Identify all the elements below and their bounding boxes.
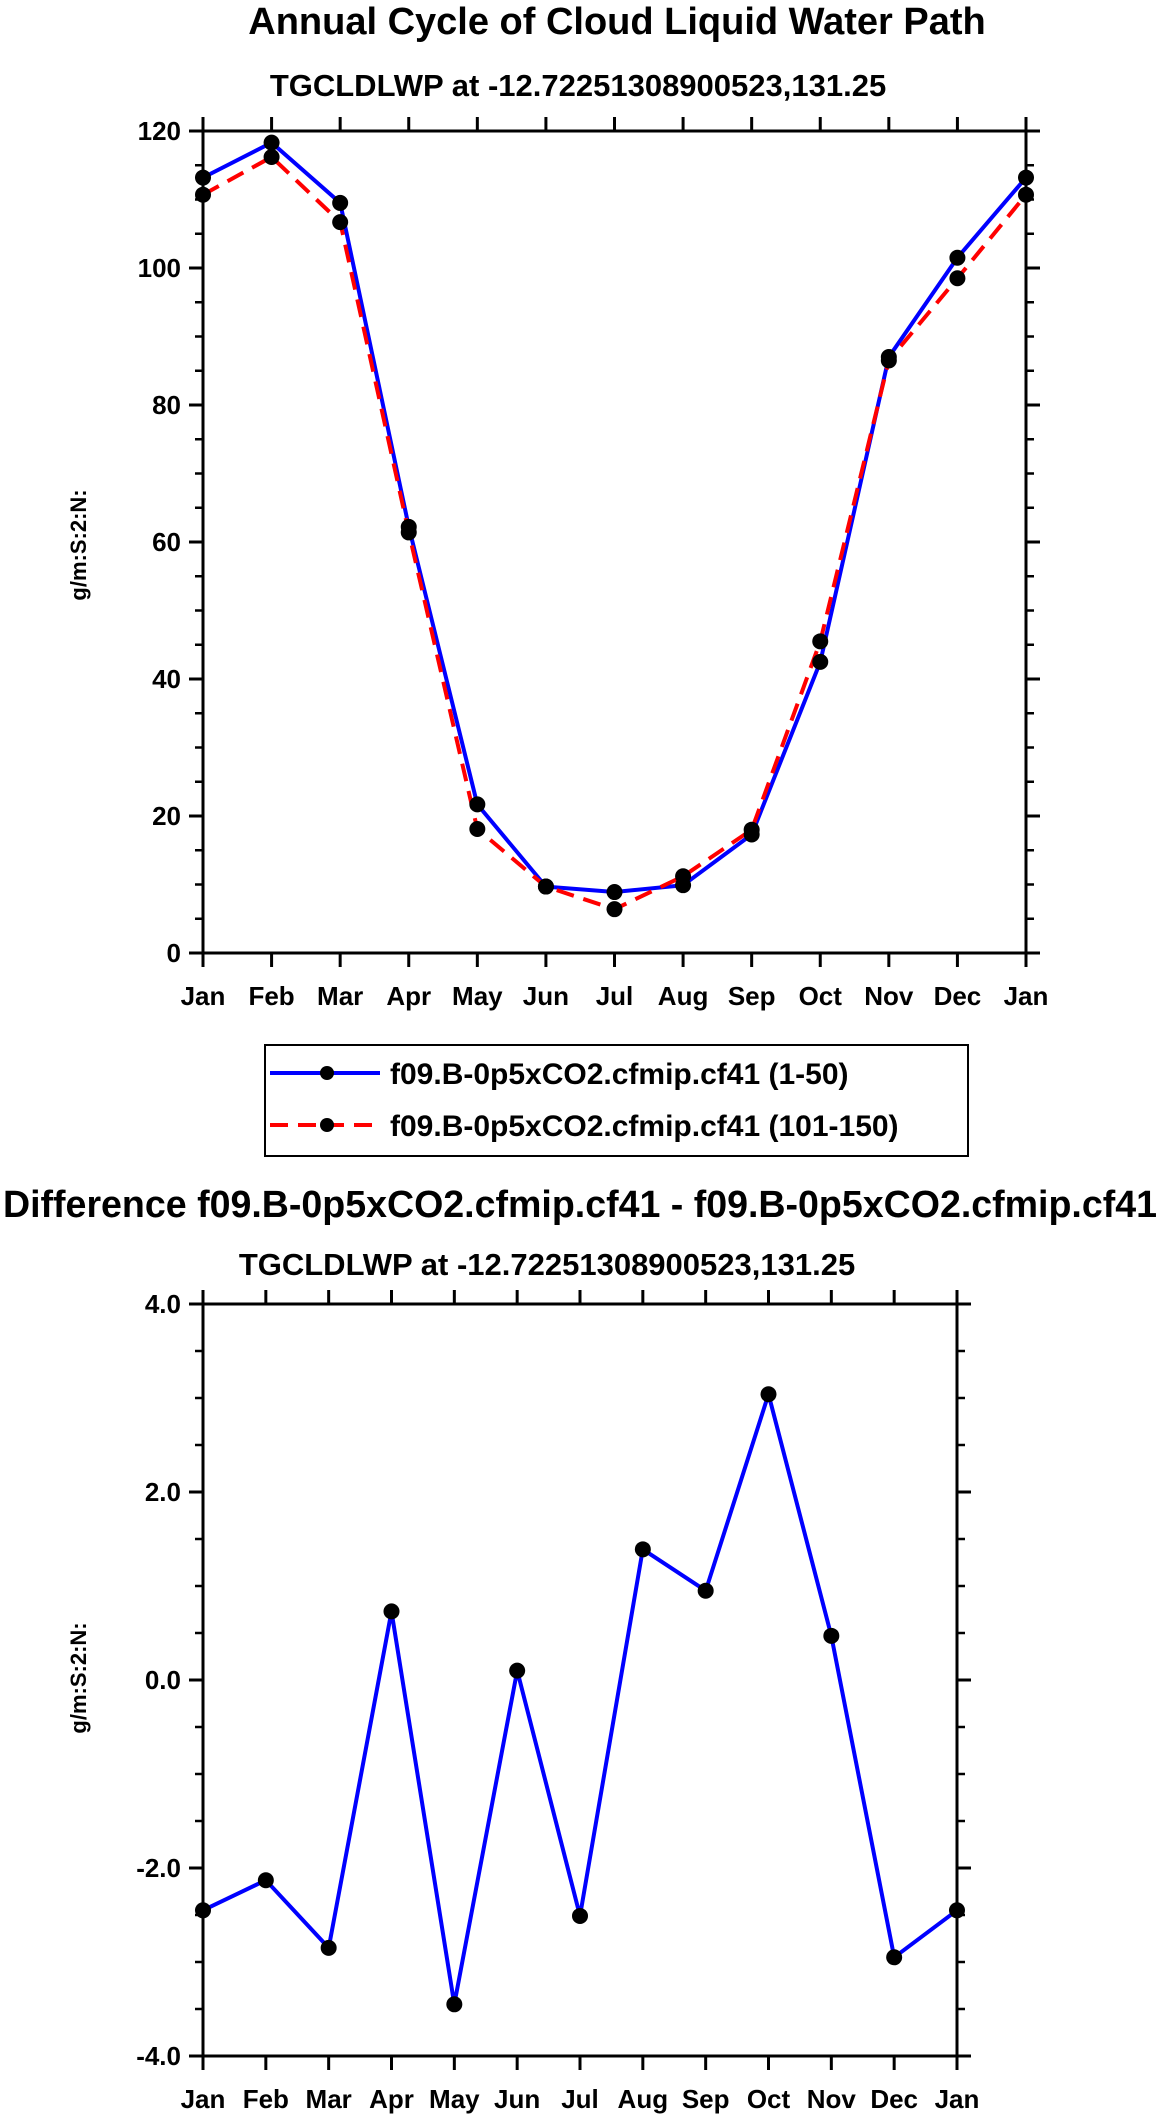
- data-point: [195, 1902, 211, 1919]
- y-tick-label: 20: [152, 801, 181, 831]
- series-line-2: [202, 155, 1028, 912]
- x-tick-label: Jan: [181, 2084, 226, 2114]
- x-tick-label: Mar: [317, 981, 363, 1011]
- data-point: [1018, 186, 1034, 203]
- x-tick-label: Jun: [494, 2084, 540, 2114]
- x-tick-label: Sep: [728, 981, 776, 1011]
- series-layer: [195, 134, 1034, 918]
- data-point: [257, 1872, 274, 1889]
- data-point: [195, 169, 211, 186]
- x-tick-label: Apr: [369, 2084, 414, 2114]
- y-tick-label: -4.0: [136, 2041, 181, 2071]
- data-point: [263, 149, 280, 166]
- data-point: [332, 194, 349, 211]
- data-point: [886, 1949, 903, 1966]
- data-point: [509, 1662, 526, 1679]
- x-tick-label: May: [452, 981, 503, 1011]
- legend-label-1: f09.B-0p5xCO2.cfmip.cf41 (1-50): [390, 1058, 849, 1091]
- data-point: [446, 1996, 463, 2013]
- x-tick-label: Sep: [682, 2084, 730, 2114]
- tick-labels: -4.0 -2.0 0.0 2.0 4.0 Jan Feb Mar Apr May Jun Jul Au…: [136, 1289, 979, 2114]
- data-point: [469, 821, 486, 838]
- data-point: [823, 1627, 840, 1644]
- y-tick-label: 40: [152, 664, 181, 694]
- annual-cycle-chart: Annual Cycle of Cloud Liquid Water Path …: [66, 1, 1049, 1157]
- x-tick-label: Aug: [618, 2084, 669, 2114]
- data-point: [332, 214, 349, 231]
- x-tick-label: Feb: [243, 2084, 289, 2114]
- x-tick-label: May: [429, 2084, 480, 2114]
- y-tick-label: 80: [152, 390, 181, 420]
- data-point: [743, 821, 760, 838]
- x-tick-label: Jul: [596, 981, 634, 1011]
- data-point: [606, 884, 623, 901]
- chart-subtitle: TGCLDLWP at -12.72251308900523,131.25: [270, 68, 886, 103]
- x-tick-label: Jul: [561, 2084, 599, 2114]
- tick-labels: 0 20 40 60 80 100 120 Jan Feb Mar Apr May Jun Jul Aug S…: [138, 116, 1049, 1011]
- legend: f09.B-0p5xCO2.cfmip.cf41 (1-50) f09.B-0p…: [264, 1044, 969, 1157]
- series-line-1: [202, 140, 1028, 894]
- axis-ticks: [189, 117, 1040, 967]
- data-point: [634, 1541, 651, 1558]
- y-tick-label: 2.0: [145, 1477, 181, 1507]
- legend-marker-1: [320, 1066, 334, 1080]
- x-tick-label: Nov: [864, 981, 914, 1011]
- x-tick-label: Feb: [248, 981, 294, 1011]
- x-tick-label: Oct: [799, 981, 843, 1011]
- x-tick-label: Jun: [523, 981, 569, 1011]
- x-tick-label: Jan: [1004, 981, 1049, 1011]
- data-point: [606, 901, 623, 918]
- difference-chart: Difference f09.B-0p5xCO2.cfmip.cf41 - f0…: [3, 1184, 1157, 2114]
- legend-box: [264, 1044, 969, 1157]
- x-tick-label: Oct: [747, 2084, 791, 2114]
- plot-frame: [201, 129, 1028, 955]
- data-point: [1018, 169, 1034, 186]
- data-point: [949, 1902, 965, 1919]
- data-point: [812, 653, 829, 670]
- data-point: [697, 1582, 714, 1599]
- y-axis-label: g/m:S:2:N:: [66, 489, 91, 600]
- chart-title: Difference f09.B-0p5xCO2.cfmip.cf41 - f0…: [3, 1184, 1157, 1226]
- axis-ticks: [189, 1290, 971, 2070]
- chart-subtitle: TGCLDLWP at -12.72251308900523,131.25: [239, 1247, 855, 1282]
- x-tick-label: Aug: [658, 981, 709, 1011]
- data-point: [469, 796, 486, 813]
- plot-frame: [201, 1302, 959, 2058]
- series-layer: [195, 1386, 965, 2013]
- x-tick-label: Jan: [181, 981, 226, 1011]
- y-tick-label: 0: [167, 938, 181, 968]
- data-point: [400, 524, 417, 541]
- y-axis-label: g/m:S:2:N:: [66, 1622, 91, 1733]
- x-tick-label: Mar: [306, 2084, 352, 2114]
- y-tick-label: 60: [152, 527, 181, 557]
- data-point: [880, 352, 897, 369]
- x-tick-label: Dec: [870, 2084, 918, 2114]
- y-tick-label: 0.0: [145, 1665, 181, 1695]
- data-point: [263, 134, 280, 151]
- y-tick-label: 4.0: [145, 1289, 181, 1319]
- data-point: [195, 186, 211, 203]
- x-tick-label: Nov: [807, 2084, 857, 2114]
- x-tick-label: Dec: [934, 981, 982, 1011]
- x-tick-label: Apr: [386, 981, 431, 1011]
- legend-marker-2: [320, 1118, 334, 1132]
- data-point: [537, 878, 554, 895]
- data-point: [760, 1386, 777, 1403]
- data-point: [383, 1603, 400, 1620]
- x-tick-label: Jan: [935, 2084, 980, 2114]
- data-point: [320, 1939, 337, 1956]
- data-point: [812, 633, 829, 650]
- y-tick-label: 100: [138, 253, 181, 283]
- data-point: [675, 868, 692, 885]
- data-point: [572, 1907, 588, 1924]
- chart-title: Annual Cycle of Cloud Liquid Water Path: [248, 1, 986, 43]
- data-point: [949, 270, 966, 287]
- y-tick-label: 120: [138, 116, 181, 146]
- y-tick-label: -2.0: [136, 1853, 181, 1883]
- data-point: [949, 249, 966, 266]
- legend-label-2: f09.B-0p5xCO2.cfmip.cf41 (101-150): [390, 1110, 899, 1143]
